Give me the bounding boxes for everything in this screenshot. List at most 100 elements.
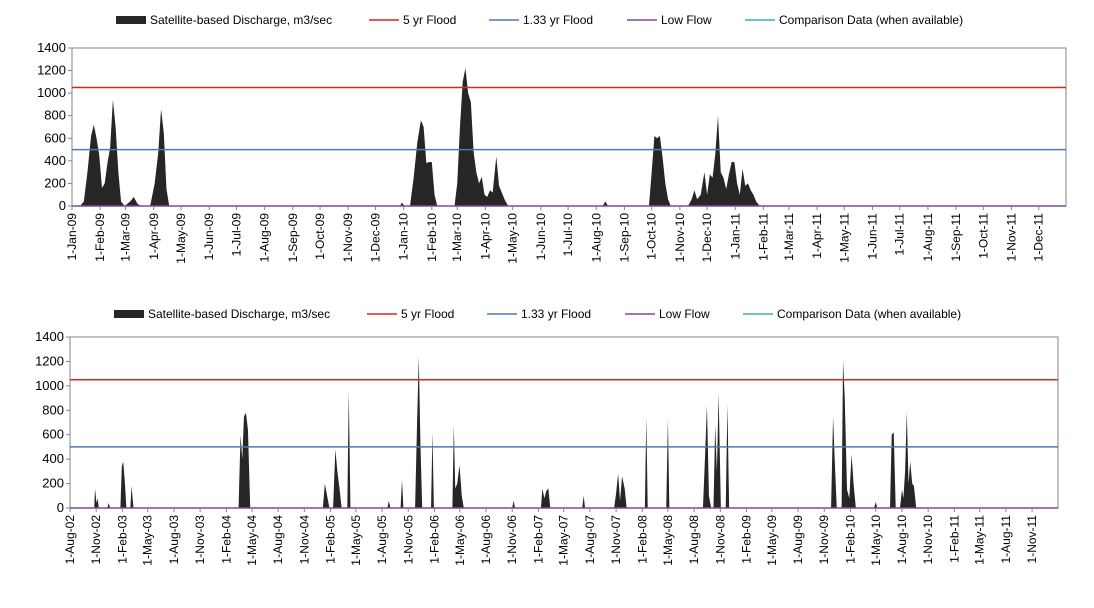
x-tick-label: 1-Nov-05 bbox=[401, 515, 415, 565]
chart-2009-2011: Satellite-based Discharge, m3/sec 5 yr Fl… bbox=[37, 13, 1067, 264]
x-tick-label: 1-Nov-03 bbox=[193, 515, 207, 565]
x-tick-label: 1-Nov-11 bbox=[1025, 515, 1039, 564]
x-tick-label: 1-May-07 bbox=[557, 515, 571, 566]
x-tick-label: 1-Feb-09 bbox=[93, 213, 107, 262]
x-tick-label: 1-Aug-05 bbox=[375, 515, 389, 565]
x-tick-label: 1-Jun-11 bbox=[865, 213, 879, 260]
x-tick-label: 1-Aug-06 bbox=[479, 515, 493, 565]
x-tick-label: 1-Dec-11 bbox=[1032, 213, 1046, 262]
x-tick-label: 1-Aug-11 bbox=[999, 515, 1013, 564]
x-tick-label: 1-Aug-08 bbox=[687, 515, 701, 565]
x-tick-label: 1-Feb-10 bbox=[425, 213, 439, 262]
x-tick-label: 1-Jul-11 bbox=[893, 213, 907, 256]
y-tick-label: 800 bbox=[42, 402, 64, 417]
x-tick-label: 1-Feb-09 bbox=[740, 515, 754, 564]
x-tick-label: 1-May-05 bbox=[349, 515, 363, 566]
y-tick-label: 1200 bbox=[35, 353, 64, 368]
x-tick-label: 1-May-09 bbox=[174, 213, 188, 264]
x-tick-label: 1-Jun-10 bbox=[534, 213, 548, 261]
x-tick-label: 1-Mar-11 bbox=[782, 213, 796, 261]
x-tick-label: 1-Apr-11 bbox=[810, 213, 824, 259]
legend-label: Comparison Data (when available) bbox=[779, 13, 963, 27]
x-tick-label: 1-Aug-11 bbox=[921, 213, 935, 262]
y-tick-label: 1000 bbox=[35, 378, 64, 393]
x-tick-label: 1-May-04 bbox=[245, 515, 259, 566]
x-tick-label: 1-Jun-09 bbox=[202, 213, 216, 261]
x-tick-label: 1-Feb-08 bbox=[635, 515, 649, 564]
legend-label: Satellite-based Discharge, m3/sec bbox=[150, 13, 332, 27]
y-tick-label: 1000 bbox=[37, 85, 66, 100]
x-tick-label: 1-Feb-10 bbox=[843, 515, 857, 564]
x-tick-label: 1-Oct-11 bbox=[976, 213, 990, 259]
x-tick-label: 1-Oct-10 bbox=[645, 213, 659, 260]
x-tick-label: 1-Jan-11 bbox=[728, 213, 742, 260]
y-tick-label: 1400 bbox=[37, 40, 66, 55]
chart-2002-2011: Satellite-based Discharge, m3/sec 5 yr Fl… bbox=[35, 307, 1059, 566]
y-tick-label: 600 bbox=[44, 130, 66, 145]
y-tick-label: 1200 bbox=[37, 63, 66, 78]
x-tick-label: 1-Oct-09 bbox=[313, 213, 327, 260]
x-tick-label: 1-Nov-02 bbox=[89, 515, 103, 565]
y-tick-label: 800 bbox=[44, 108, 66, 123]
legend-label: 1.33 yr Flood bbox=[521, 307, 591, 321]
x-tick-label: 1-Nov-09 bbox=[817, 515, 831, 565]
y-tick-label: 600 bbox=[42, 427, 64, 442]
discharge-area bbox=[72, 68, 1066, 206]
y-tick-label: 200 bbox=[42, 476, 64, 491]
x-tick-label: 1-Mar-09 bbox=[119, 213, 133, 262]
legend-label: Low Flow bbox=[661, 13, 712, 27]
y-tick-label: 1400 bbox=[35, 329, 64, 344]
x-tick-label: 1-Nov-07 bbox=[609, 515, 623, 565]
x-tick-label: 1-Nov-06 bbox=[505, 515, 519, 565]
x-tick-label: 1-Dec-10 bbox=[700, 213, 714, 263]
x-tick-label: 1-May-11 bbox=[973, 515, 987, 565]
legend-label: 1.33 yr Flood bbox=[523, 13, 593, 27]
legend-swatch-discharge bbox=[114, 310, 144, 318]
x-tick-label: 1-Sep-10 bbox=[617, 213, 631, 263]
x-tick-label: 1-Feb-03 bbox=[115, 515, 129, 564]
x-tick-label: 1-Nov-11 bbox=[1004, 213, 1018, 262]
legend-label: 5 yr Flood bbox=[403, 13, 456, 27]
y-tick-label: 400 bbox=[44, 153, 66, 168]
x-tick-label: 1-Feb-11 bbox=[756, 213, 770, 261]
x-tick-label: 1-Nov-08 bbox=[713, 515, 727, 565]
legend-label: Low Flow bbox=[659, 307, 710, 321]
plot-frame bbox=[71, 47, 1067, 207]
x-tick-label: 1-May-10 bbox=[869, 515, 883, 566]
x-tick-label: 1-Nov-09 bbox=[341, 213, 355, 263]
x-tick-label: 1-Jul-10 bbox=[561, 213, 575, 257]
y-tick-label: 200 bbox=[44, 175, 66, 190]
x-tick-label: 1-Jan-10 bbox=[397, 213, 411, 261]
x-tick-label: 1-May-06 bbox=[453, 515, 467, 566]
x-tick-label: 1-Aug-03 bbox=[167, 515, 181, 565]
y-tick-label: 0 bbox=[59, 198, 66, 213]
x-tick-label: 1-Feb-06 bbox=[427, 515, 441, 564]
x-tick-label: 1-Dec-09 bbox=[368, 213, 382, 263]
x-tick-label: 1-May-09 bbox=[765, 515, 779, 566]
x-tick-label: 1-Aug-07 bbox=[583, 515, 597, 565]
x-tick-label: 1-May-11 bbox=[837, 213, 851, 263]
legend-swatch-discharge bbox=[116, 16, 146, 24]
x-tick-label: 1-Mar-10 bbox=[450, 213, 464, 262]
x-tick-label: 1-Aug-09 bbox=[258, 213, 272, 263]
legend-label: Satellite-based Discharge, m3/sec bbox=[148, 307, 330, 321]
x-tick-label: 1-Sep-11 bbox=[949, 213, 963, 262]
x-tick-label: 1-Feb-07 bbox=[531, 515, 545, 564]
x-tick-label: 1-Nov-04 bbox=[297, 515, 311, 565]
x-tick-label: 1-Apr-10 bbox=[478, 213, 492, 260]
x-tick-label: 1-Aug-10 bbox=[589, 213, 603, 263]
x-tick-label: 1-Jan-09 bbox=[65, 213, 79, 261]
x-tick-label: 1-May-10 bbox=[506, 213, 520, 264]
x-tick-label: 1-May-08 bbox=[661, 515, 675, 566]
x-tick-label: 1-Aug-02 bbox=[63, 515, 77, 565]
legend-label: Comparison Data (when available) bbox=[777, 307, 961, 321]
y-tick-label: 400 bbox=[42, 451, 64, 466]
x-tick-label: 1-Aug-04 bbox=[271, 515, 285, 565]
x-tick-label: 1-Jul-09 bbox=[229, 213, 243, 257]
x-tick-label: 1-Feb-05 bbox=[324, 515, 338, 564]
x-tick-label: 1-Aug-10 bbox=[895, 515, 909, 565]
x-tick-label: 1-Feb-04 bbox=[219, 515, 233, 564]
x-tick-label: 1-Feb-11 bbox=[947, 515, 961, 563]
x-tick-label: 1-Aug-09 bbox=[791, 515, 805, 565]
